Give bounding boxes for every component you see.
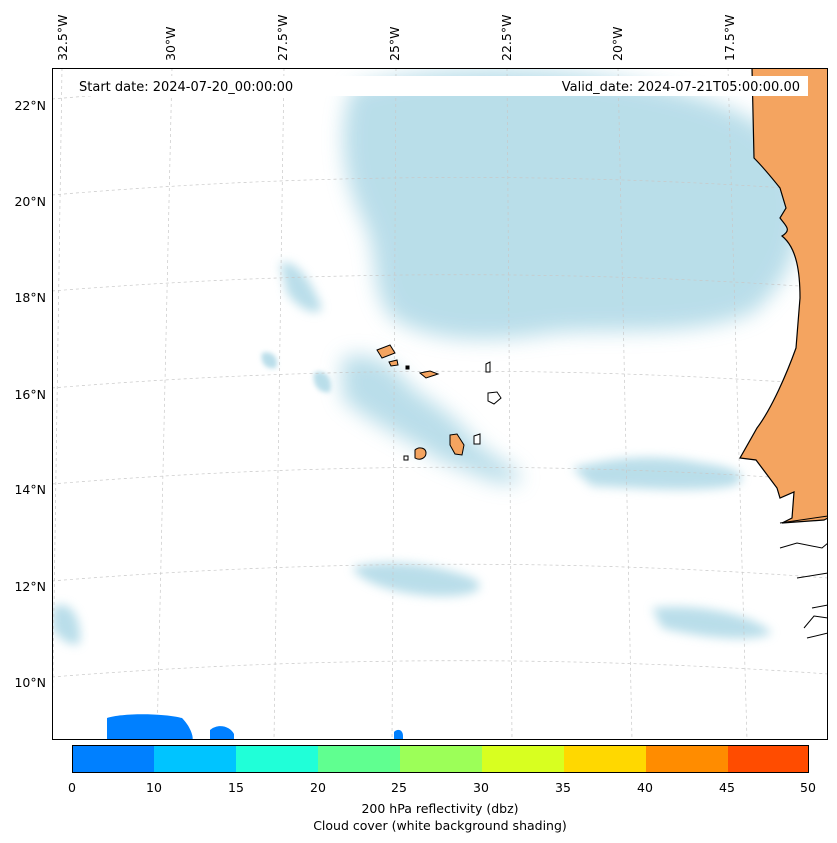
cloud-patch-west	[280, 262, 322, 313]
colorbar-tick: 45	[719, 780, 735, 795]
valid-date-label: Valid_date: 2024-07-21T05:00:00.00	[562, 80, 800, 95]
colorbar-segment	[154, 745, 236, 773]
lat-label: 16°N	[14, 387, 46, 402]
colorbar-tick: 15	[228, 780, 244, 795]
lat-label: 12°N	[14, 579, 46, 594]
island-santo-antao	[376, 344, 396, 359]
island-sao-nicolau	[418, 370, 440, 379]
colorbar-segment	[400, 745, 482, 773]
lat-label: 10°N	[14, 675, 46, 690]
lat-label: 22°N	[14, 98, 46, 113]
cloud-patch-southeast	[652, 606, 772, 639]
lon-label: 17.5°W	[722, 14, 737, 61]
lon-label: 32.5°W	[55, 14, 70, 61]
colorbar-tick: 10	[146, 780, 162, 795]
cloud-patch-south	[352, 562, 480, 597]
colorbar-tick: 0	[68, 780, 76, 795]
africa-landmass	[739, 68, 828, 524]
graticule	[52, 68, 828, 740]
colorbar-segment	[318, 745, 400, 773]
island-fogo	[414, 447, 427, 460]
cloud-patch-far-west	[52, 604, 81, 645]
colorbar-segment	[482, 745, 564, 773]
coastline-detail	[779, 515, 828, 639]
colorbar-segment	[564, 745, 646, 773]
colorbar-tick: 25	[391, 780, 407, 795]
cloud-band-east	[572, 457, 742, 490]
reflectivity-cell	[107, 714, 193, 740]
lon-label: 22.5°W	[499, 14, 514, 61]
colorbar	[72, 745, 809, 773]
cloud-patch-small	[261, 352, 278, 369]
reflectivity-cell	[210, 726, 234, 740]
cape-verde-islands	[376, 344, 502, 461]
colorbar-label: 200 hPa reflectivity (dbz)	[361, 801, 519, 816]
lon-label: 27.5°W	[275, 14, 290, 61]
cloud-region-central	[342, 355, 522, 484]
cloud-patch-small	[313, 371, 331, 393]
colorbar-tick: 50	[800, 780, 816, 795]
colorbar-tick: 20	[310, 780, 326, 795]
colorbar-tick: 35	[555, 780, 571, 795]
colorbar-segment	[72, 745, 154, 773]
island-santiago	[449, 433, 465, 456]
start-date-label: Start date: 2024-07-20_00:00:00	[79, 80, 293, 95]
island-santa-luzia	[405, 365, 410, 370]
reflectivity-cell	[394, 729, 403, 740]
lon-label: 25°W	[387, 26, 402, 61]
colorbar-sublabel: Cloud cover (white background shading)	[313, 818, 567, 833]
island-sao-vicente	[388, 359, 399, 367]
colorbar-tick: 30	[473, 780, 489, 795]
island-brava	[403, 455, 409, 461]
colorbar-segment	[236, 745, 318, 773]
colorbar-segment	[728, 745, 808, 773]
reflectivity-layer	[107, 714, 403, 740]
lat-label: 20°N	[14, 194, 46, 209]
colorbar-segment	[646, 745, 728, 773]
lat-label: 18°N	[14, 290, 46, 305]
island-sal	[485, 361, 491, 373]
date-label-background	[72, 76, 808, 96]
colorbar-tick: 40	[637, 780, 653, 795]
cloud-region-north	[343, 69, 801, 340]
island-maio	[473, 433, 481, 445]
cloud-cover-layer	[52, 69, 801, 645]
lat-label: 14°N	[14, 482, 46, 497]
lon-label: 30°W	[163, 26, 178, 61]
island-boa-vista	[487, 391, 502, 405]
lon-label: 20°W	[610, 26, 625, 61]
map-panel: Start date: 2024-07-20_00:00:00 Valid_da…	[52, 68, 828, 740]
